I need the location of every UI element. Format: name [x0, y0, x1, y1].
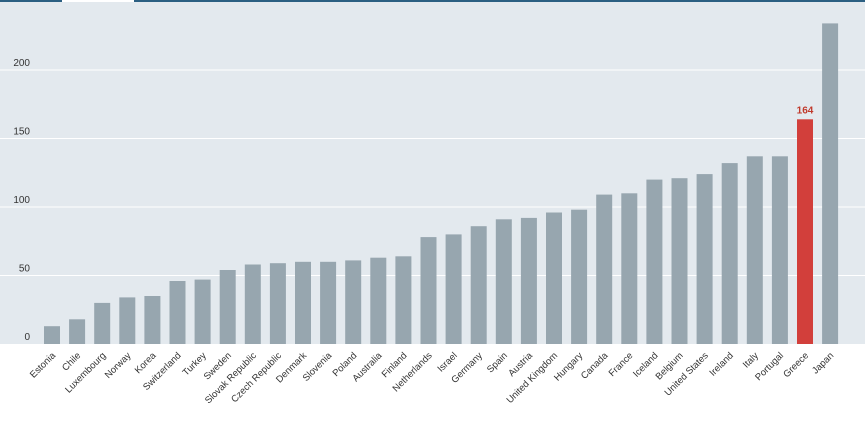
bar-spain	[495, 219, 512, 344]
x-category-label: Canada	[579, 350, 611, 382]
bar-canada	[596, 194, 613, 344]
bar-greece	[797, 119, 813, 344]
bar-slovak-republic	[244, 264, 261, 344]
y-tick-label: 200	[13, 58, 30, 69]
bar-hungary	[571, 209, 588, 344]
x-category-label: Estonia	[28, 350, 59, 381]
top-rule	[0, 0, 865, 2]
bar-sweden	[219, 270, 236, 344]
y-axis-ticks: 0 50 100 150 200	[13, 58, 30, 343]
bar-switzerland	[169, 281, 186, 344]
bar-finland	[395, 256, 412, 344]
y-tick-label: 0	[24, 332, 30, 343]
y-tick-label: 100	[13, 195, 30, 206]
bar-portugal	[771, 156, 788, 344]
x-category-label: Japan	[810, 350, 836, 376]
bar-czech-republic	[269, 263, 286, 344]
bar-germany	[470, 226, 487, 344]
bar-korea	[144, 296, 161, 344]
bar-austria	[520, 217, 537, 344]
bar-australia	[370, 257, 387, 344]
bar-turkey	[194, 279, 211, 344]
x-category-label: Portugal	[753, 350, 786, 383]
bar-denmark	[295, 261, 311, 344]
x-category-label: France	[607, 350, 636, 379]
bar-united-kingdom	[546, 212, 562, 344]
bar-poland	[345, 260, 362, 344]
bar-france	[621, 193, 638, 344]
bar-united-states	[696, 174, 713, 344]
top-rule-tab	[62, 0, 134, 2]
bar-israel	[445, 234, 462, 344]
x-category-label: Norway	[103, 350, 134, 381]
x-category-label: Ireland	[707, 350, 735, 378]
y-tick-label: 150	[13, 126, 30, 137]
bar-netherlands	[420, 237, 437, 344]
bar-estonia	[44, 326, 60, 344]
bar-norway	[119, 297, 136, 344]
x-category-label: Greece	[781, 350, 811, 380]
bars: 164	[44, 23, 839, 345]
bar-iceland	[646, 179, 663, 344]
y-tick-label: 50	[19, 263, 31, 274]
data-label: 164	[797, 105, 814, 116]
bar-slovenia	[320, 261, 337, 344]
x-category-label: Italy	[741, 350, 761, 370]
bar-japan	[822, 23, 839, 345]
bar-ireland	[721, 163, 738, 344]
bar-belgium	[671, 178, 688, 344]
bar-italy	[746, 156, 763, 344]
bar-chile	[69, 319, 86, 344]
bar-luxembourg	[94, 302, 111, 344]
